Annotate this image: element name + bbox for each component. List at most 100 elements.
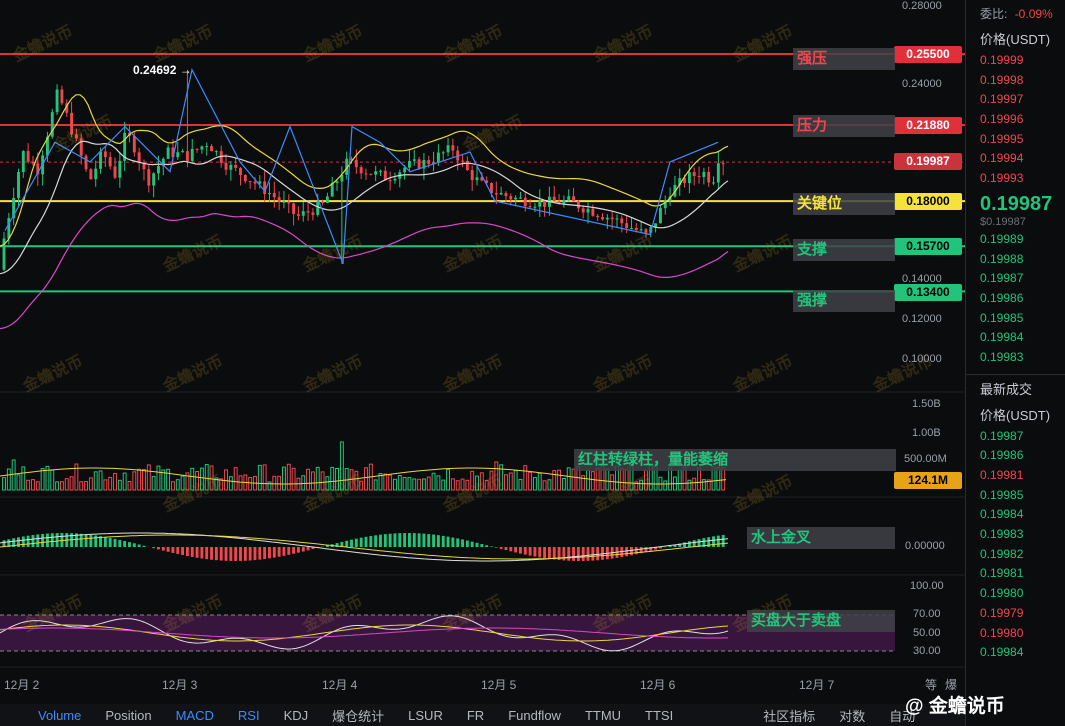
tab-fr[interactable]: FR <box>466 707 485 723</box>
bid-row[interactable]: 0.19987 <box>980 271 1024 286</box>
ask-row[interactable]: 0.19998 <box>980 72 1024 87</box>
volume-bar <box>190 467 195 491</box>
candle-body <box>74 134 78 139</box>
candle-body <box>615 218 619 220</box>
bid-row[interactable]: 0.19988 <box>980 251 1024 266</box>
macd-histogram-bar <box>118 539 122 547</box>
volume-bar <box>199 467 204 491</box>
candle-body <box>364 173 368 175</box>
tab-volume[interactable]: Volume <box>38 707 82 723</box>
annotation-macd: 水上金叉 <box>747 527 895 549</box>
macd-histogram-bar <box>89 534 93 547</box>
candle-body <box>161 158 165 167</box>
macd-histogram-bar <box>123 541 127 547</box>
tab-rsi[interactable]: RSI <box>237 707 260 723</box>
macd-histogram-bar <box>422 533 426 547</box>
tab-kdj[interactable]: KDJ <box>283 707 309 723</box>
bid-row[interactable]: 0.19986 <box>980 290 1024 305</box>
orderbook-price-header: 价格(USDT) <box>980 32 1051 47</box>
macd-histogram-bar <box>219 547 223 561</box>
trades-price-header: 价格(USDT) <box>980 407 1051 423</box>
macd-histogram-bar <box>451 537 455 547</box>
macd-histogram-bar <box>596 547 600 561</box>
candle-body <box>509 196 513 200</box>
volume-bar <box>310 471 315 491</box>
candle-body <box>552 196 556 202</box>
macd-histogram-bar <box>523 547 527 555</box>
candle-body <box>379 170 382 172</box>
ask-list: 0.19999 0.19998 0.19997 0.19996 0.19995 0.199… <box>966 51 1065 189</box>
candle-body <box>36 163 40 175</box>
macd-histogram-bar <box>7 539 11 547</box>
macd-histogram-bar <box>514 547 518 553</box>
macd-histogram-bar <box>441 535 445 547</box>
ask-row[interactable]: 0.19997 <box>980 92 1024 107</box>
tab-lsur[interactable]: LSUR <box>408 707 443 723</box>
ask-row[interactable]: 0.19996 <box>980 112 1024 127</box>
trades-header[interactable]: 最新成交 <box>966 373 1065 401</box>
tab-ttsi[interactable]: TTSI <box>645 707 674 723</box>
bid-row[interactable]: 0.19984 <box>980 330 1024 345</box>
volume-axis-label: 1.50B <box>912 398 941 410</box>
tab-liquidation[interactable]: 爆仓统计 <box>332 708 385 724</box>
macd-histogram-bar <box>2 540 6 547</box>
volume-axis-label: 1.00B <box>912 427 941 439</box>
volume-bar <box>624 468 629 491</box>
ma-magenta-line <box>0 202 729 330</box>
tab-macd[interactable]: MACD <box>175 707 214 723</box>
volume-bar <box>547 479 552 491</box>
volume-bar <box>281 466 286 491</box>
ask-row[interactable]: 0.19993 <box>980 171 1024 186</box>
candle-body <box>60 89 64 104</box>
macd-histogram-bar <box>248 547 252 561</box>
macd-histogram-bar <box>200 547 204 559</box>
volume-bar <box>233 467 238 491</box>
bid-row[interactable]: 0.19989 <box>980 231 1024 246</box>
macd-histogram-bar <box>282 547 286 556</box>
candle-body <box>137 152 141 163</box>
community-indicator-button[interactable]: 社区指标 <box>763 708 816 724</box>
volume-bar <box>494 461 499 491</box>
macd-histogram-bar <box>195 547 199 558</box>
candle-body <box>538 200 542 207</box>
tab-position[interactable]: Position <box>105 707 152 723</box>
candle-body <box>45 136 49 156</box>
candle-body <box>229 164 233 170</box>
chart-area[interactable]: 金蟾说币 金蟾说币 金蟾说币 金蟾说币 金蟾说币 金蟾说币 金蟾说币 金蟾说币 金蟾说币 金蟾说币… <box>0 0 965 704</box>
macd-histogram-bar <box>137 544 141 547</box>
volume-bar <box>93 471 98 491</box>
trade-row: 0.19987 <box>980 428 1024 443</box>
candle-body <box>393 178 397 181</box>
candle-body <box>601 217 604 220</box>
candle-body <box>296 214 300 216</box>
volume-bar <box>151 476 156 491</box>
ask-row[interactable]: 0.19994 <box>980 151 1024 166</box>
log-scale-toggle[interactable]: 对数 <box>839 708 866 724</box>
macd-histogram-bar <box>181 547 185 556</box>
candle-body <box>185 151 189 161</box>
auto-scale-toggle[interactable]: 自动 <box>889 708 916 724</box>
candle-body <box>65 103 69 113</box>
macd-histogram-bar <box>364 536 368 547</box>
macd-histogram-bar <box>547 547 551 559</box>
ask-row[interactable]: 0.19995 <box>980 131 1024 146</box>
tab-fundflow[interactable]: Fundflow <box>508 707 561 723</box>
volume-bar <box>79 481 84 491</box>
volume-bar <box>643 470 648 491</box>
volume-bar <box>146 464 151 491</box>
volume-bar <box>586 469 590 491</box>
macd-histogram-bar <box>292 547 296 554</box>
candle-body <box>132 135 136 153</box>
candle-body <box>663 200 667 209</box>
bid-row[interactable]: 0.19983 <box>980 349 1024 364</box>
volume-bar <box>571 468 576 491</box>
tab-prefix-label-2: 爆 <box>945 678 958 692</box>
candle-body <box>94 168 98 180</box>
ask-row[interactable]: 0.19999 <box>980 53 1024 67</box>
level-tag-key: 0.18000 <box>894 193 962 210</box>
bid-row[interactable]: 0.19985 <box>980 310 1024 325</box>
volume-bar <box>161 469 166 491</box>
tab-ttmu[interactable]: TTMU <box>584 707 622 723</box>
candlestick-chart[interactable] <box>0 0 965 704</box>
volume-bar <box>277 475 282 491</box>
